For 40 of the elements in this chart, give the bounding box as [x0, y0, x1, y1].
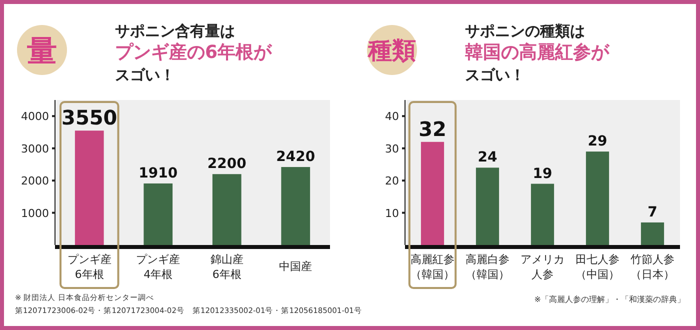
- data-label: 19: [532, 166, 552, 182]
- x-tick-label: 中国産: [279, 260, 312, 273]
- data-label: 2420: [276, 149, 316, 166]
- y-tick-label: 3000: [21, 142, 49, 156]
- chart-title: サポニン含有量はプンギ産の6年根がスゴい！: [115, 22, 273, 84]
- data-label: 24: [478, 150, 498, 166]
- bar: [144, 183, 173, 245]
- chart-title: サポニンの種類は韓国の高麗紅参がスゴい！: [465, 22, 610, 84]
- bar: [476, 168, 500, 245]
- y-tick-label: 40: [385, 110, 399, 124]
- y-tick-label: 10: [385, 206, 399, 220]
- data-label: 29: [588, 134, 608, 150]
- data-label: 1910: [138, 165, 178, 182]
- x-tick-label: 田七人参（中国）: [576, 253, 620, 281]
- x-tick-label: 高麗紅参（韓国）: [410, 253, 454, 281]
- x-tick-label: プンギ産6年根: [67, 253, 112, 281]
- data-label: 32: [418, 116, 446, 141]
- bar: [420, 142, 444, 245]
- bar: [640, 222, 664, 245]
- y-tick-label: 4000: [21, 110, 49, 124]
- y-tick-label: 1000: [21, 206, 49, 220]
- x-tick-label: アメリカ人参: [520, 253, 564, 281]
- bar: [530, 184, 554, 245]
- x-tick-label: 錦山産6年根: [210, 253, 244, 281]
- bar: [74, 130, 104, 245]
- y-tick-label: 20: [385, 174, 399, 188]
- x-tick-label: 高麗白参（韓国）: [466, 253, 510, 281]
- x-tick-label: プンギ産4年根: [136, 253, 180, 281]
- y-tick-label: 2000: [21, 174, 49, 188]
- x-tick-label: 竹節人参（日本）: [630, 253, 674, 281]
- text: ※「高麗人参の理解」・「和漢薬の辞典」: [534, 295, 685, 304]
- text: 量: [27, 34, 57, 69]
- data-label: 2200: [207, 156, 247, 172]
- data-label: 3550: [62, 106, 118, 130]
- text: 種類: [367, 36, 416, 65]
- data-label: 7: [648, 204, 658, 220]
- y-tick-label: 30: [385, 142, 399, 156]
- bar: [586, 152, 610, 245]
- bar: [281, 167, 310, 245]
- bar: [212, 174, 242, 245]
